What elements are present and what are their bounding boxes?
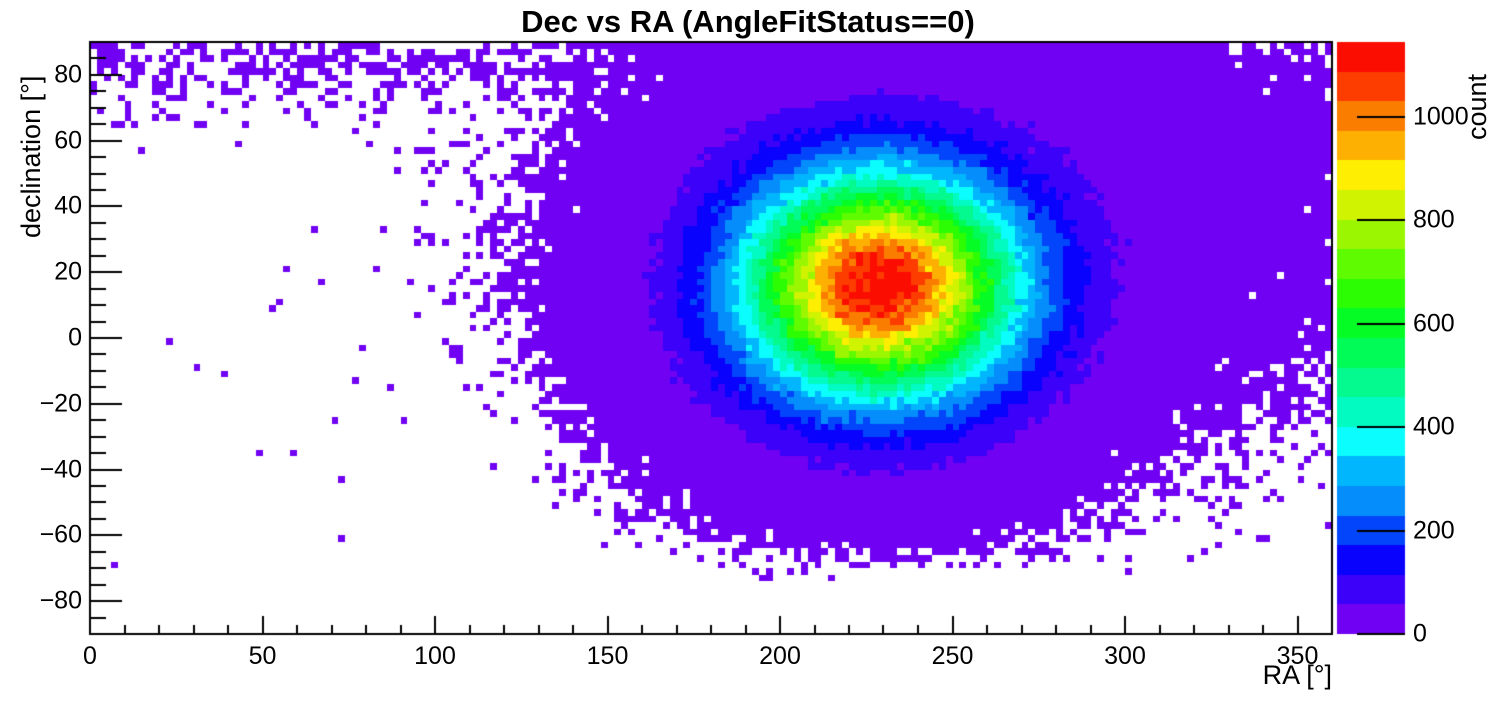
y-tick-label: −40 (39, 455, 82, 484)
colorbar-tick-label: 0 (1413, 619, 1427, 648)
y-tick-label: 0 (68, 323, 82, 352)
colorbar-tick-label: 1000 (1413, 102, 1469, 131)
y-tick-label: 40 (54, 191, 82, 220)
y-tick-label: 80 (54, 60, 82, 89)
y-tick-label: −60 (39, 520, 82, 549)
colorbar-tick-label: 800 (1413, 205, 1455, 234)
y-tick-label: 60 (54, 126, 82, 155)
colorbar-tick-label: 200 (1413, 516, 1455, 545)
x-axis-title: RA [°] (1262, 660, 1332, 690)
colorbar-tick-label: 400 (1413, 412, 1455, 441)
plot-title: Dec vs RA (AngleFitStatus==0) (521, 4, 975, 39)
x-tick-label: 50 (248, 642, 277, 670)
x-tick-label: 150 (586, 642, 629, 670)
y-tick-label: 20 (54, 257, 82, 286)
y-tick-label: −80 (39, 586, 82, 615)
y-axis-title: declination [°] (16, 75, 46, 238)
x-tick-label: 100 (414, 642, 456, 670)
x-tick-label: 200 (759, 642, 801, 670)
colorbar-tick-label: 600 (1413, 309, 1455, 338)
x-tick-label: 300 (1104, 642, 1146, 670)
x-tick-label: 250 (931, 642, 974, 670)
x-tick-label: 350 (1276, 642, 1319, 670)
y-tick-label: −20 (39, 389, 82, 418)
x-tick-label: 0 (83, 642, 97, 670)
